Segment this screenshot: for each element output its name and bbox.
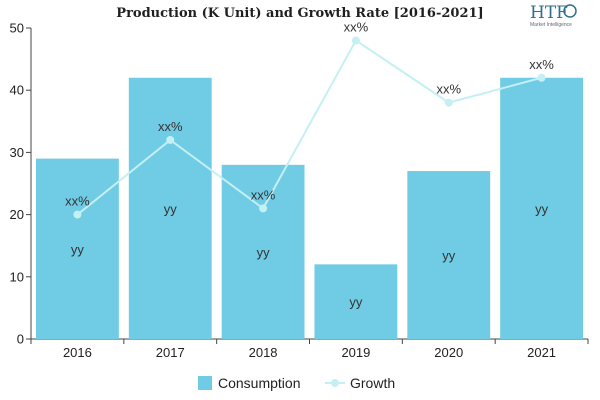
growth-data-label: xx% bbox=[251, 187, 276, 202]
x-axis: 2016 2017 2018 2019 2020 2021 bbox=[30, 338, 589, 360]
htf-logo: HTF Market Intelligence bbox=[530, 3, 577, 28]
x-tick-label: 2016 bbox=[63, 345, 92, 360]
y-tick-label: 50 bbox=[10, 21, 24, 36]
consumption-bar[interactable] bbox=[500, 77, 583, 339]
growth-data-label: xx% bbox=[529, 57, 554, 72]
y-tick-label: 20 bbox=[10, 207, 24, 222]
growth-point[interactable] bbox=[444, 98, 453, 107]
consumption-data-label: yy bbox=[442, 248, 456, 263]
legend-item-consumption[interactable]: Consumption bbox=[198, 375, 301, 391]
consumption-data-label: yy bbox=[535, 201, 549, 216]
consumption-bar[interactable] bbox=[36, 158, 119, 339]
line-series bbox=[73, 36, 546, 219]
logo-brand: HTF bbox=[530, 3, 568, 23]
y-tick-label: 10 bbox=[10, 269, 24, 284]
x-tick-label: 2020 bbox=[434, 345, 463, 360]
growth-data-label: xx% bbox=[65, 194, 90, 209]
bar-series bbox=[36, 77, 583, 339]
growth-point[interactable] bbox=[351, 36, 360, 45]
consumption-data-label: yy bbox=[164, 201, 178, 216]
legend-swatch-bar bbox=[198, 376, 212, 390]
logo-subtitle: Market Intelligence bbox=[530, 22, 572, 28]
growth-point[interactable] bbox=[73, 210, 82, 219]
consumption-bar[interactable] bbox=[128, 77, 212, 339]
legend-item-growth[interactable]: Growth bbox=[325, 375, 395, 391]
legend[interactable]: Consumption Growth bbox=[198, 375, 395, 391]
growth-point[interactable] bbox=[166, 135, 175, 144]
x-tick-label: 2017 bbox=[156, 345, 185, 360]
x-tick-label: 2019 bbox=[341, 345, 370, 360]
x-tick-label: 2021 bbox=[527, 345, 556, 360]
growth-data-label: xx% bbox=[158, 119, 183, 134]
y-tick-label: 40 bbox=[10, 83, 24, 98]
x-tick-label: 2018 bbox=[249, 345, 278, 360]
y-tick-label: 0 bbox=[17, 332, 24, 347]
consumption-bar[interactable] bbox=[407, 171, 491, 339]
growth-point[interactable] bbox=[537, 73, 546, 82]
legend-label-consumption: Consumption bbox=[218, 375, 301, 391]
chart-title: Production (K Unit) and Growth Rate [201… bbox=[116, 6, 483, 21]
legend-label-growth: Growth bbox=[350, 375, 395, 391]
growth-data-label: xx% bbox=[436, 82, 461, 97]
globe-icon bbox=[563, 4, 577, 18]
consumption-data-label: yy bbox=[349, 295, 363, 310]
growth-line bbox=[76, 39, 542, 216]
growth-point[interactable] bbox=[259, 204, 268, 213]
consumption-data-label: yy bbox=[71, 242, 85, 257]
consumption-bar[interactable] bbox=[314, 264, 398, 339]
y-tick-label: 30 bbox=[10, 145, 24, 160]
consumption-data-label: yy bbox=[257, 245, 271, 260]
growth-data-label: xx% bbox=[344, 19, 369, 34]
consumption-bar[interactable] bbox=[221, 164, 305, 339]
legend-swatch-marker bbox=[331, 379, 339, 387]
data-labels: yy yy yy yy yy yy xx% xx% xx% xx% xx% xx% bbox=[65, 19, 554, 309]
y-axis: 0 10 20 30 40 50 bbox=[10, 21, 32, 347]
